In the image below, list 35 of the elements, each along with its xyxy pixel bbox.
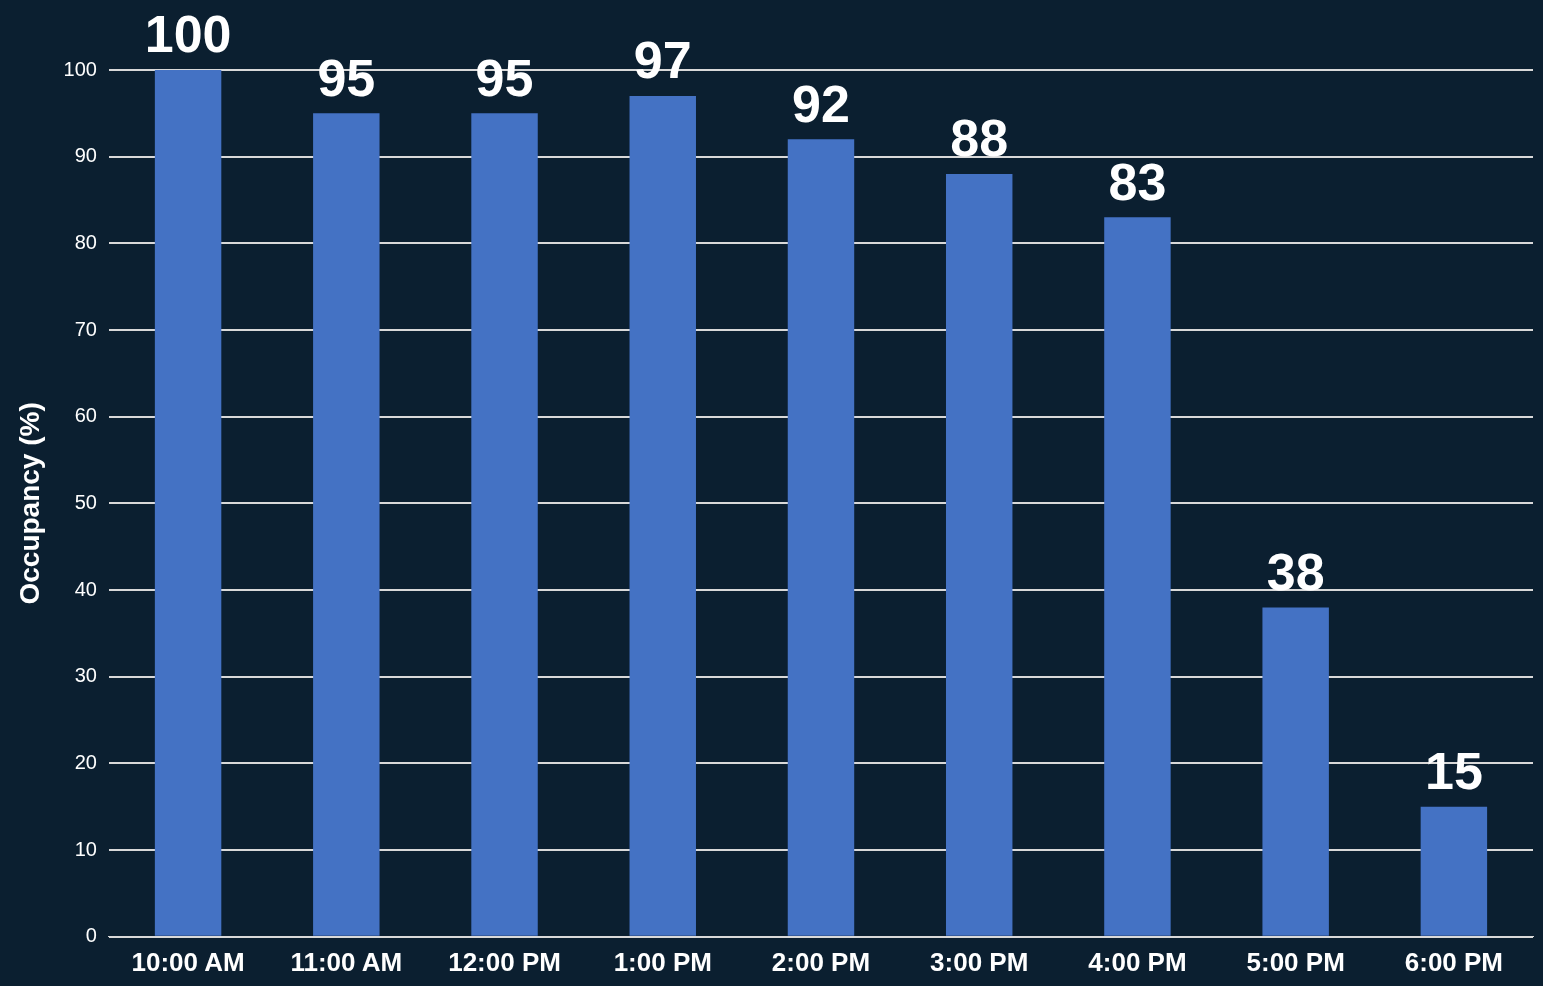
y-tick-label: 10	[74, 837, 97, 860]
data-label: 83	[1108, 152, 1167, 211]
x-tick-label: 5:00 PM	[1246, 946, 1345, 977]
y-tick-label: 100	[63, 57, 97, 80]
y-tick-label: 30	[74, 664, 97, 687]
x-tick-label: 11:00 AM	[290, 946, 403, 977]
bar	[787, 139, 855, 936]
bar	[471, 113, 538, 936]
bar	[1420, 806, 1488, 936]
y-tick-label: 90	[74, 144, 97, 167]
x-tick-label: 2:00 PM	[771, 946, 871, 977]
x-tick-label: 6:00 PM	[1404, 946, 1504, 977]
data-label: 92	[792, 74, 850, 133]
bar	[945, 174, 1013, 936]
x-tick-label: 12:00 PM	[448, 946, 561, 977]
x-tick-label: 10:00 AM	[131, 946, 245, 977]
bar	[629, 96, 696, 936]
bar	[1262, 607, 1329, 936]
bar	[1104, 217, 1171, 936]
data-label: 100	[144, 5, 232, 64]
y-axis-title: Occupancy (%)	[13, 402, 45, 605]
bar	[154, 70, 222, 936]
data-label: 38	[1266, 542, 1325, 601]
y-tick-label: 40	[74, 577, 97, 600]
y-tick-label: 0	[85, 924, 97, 947]
x-tick-label: 1:00 PM	[613, 946, 712, 977]
y-tick-label: 80	[74, 230, 97, 253]
x-tick-label: 4:00 PM	[1088, 946, 1187, 977]
bar	[313, 113, 380, 936]
data-label: 88	[950, 109, 1009, 168]
x-tick-label: 3:00 PM	[930, 946, 1029, 977]
y-tick-label: 60	[74, 404, 97, 427]
y-tick-label: 20	[74, 750, 97, 773]
y-tick-label: 70	[74, 317, 97, 340]
y-tick-label: 50	[74, 490, 97, 513]
